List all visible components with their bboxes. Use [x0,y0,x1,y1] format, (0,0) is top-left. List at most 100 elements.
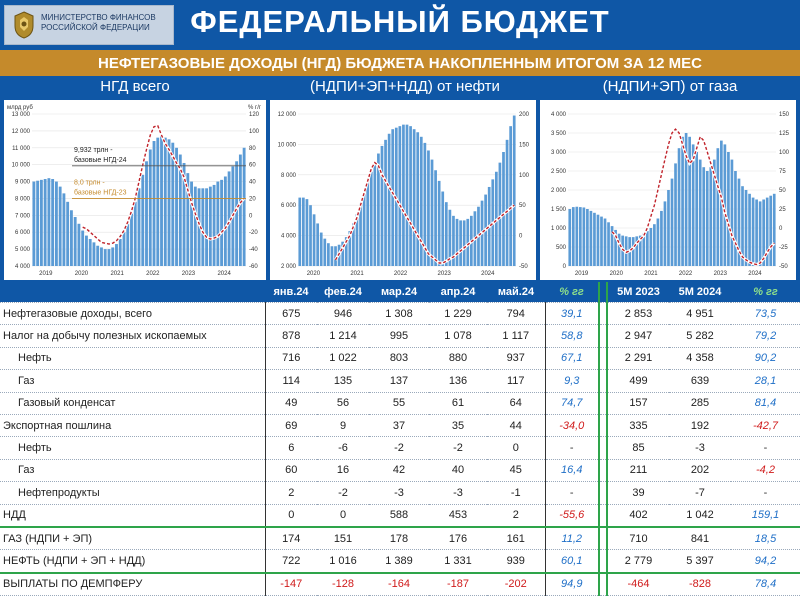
bar [653,224,656,266]
x-tick-label: 2022 [146,271,160,277]
row-pct-cell: 58,8 [545,324,599,348]
row-value-cell: -187 [429,571,487,596]
bar [167,139,171,266]
right-unit-label: % г/г [248,105,262,111]
row-value-cell: 1 331 [429,549,487,574]
row-value-cell: 1 214 [317,324,369,348]
table-header: мар.24 [369,282,429,303]
row-value-cell: 2 947 [607,324,669,348]
y-right-tick-label: -50 [519,264,528,270]
charts-area: млрд руб % г/г 4 000 5 000 6 000 7 000 8 000 9 … [0,98,800,282]
bar [441,191,445,266]
bar [674,163,677,266]
y-right-tick-label: -60 [249,264,258,270]
row-value-cell: 178 [369,525,429,551]
row-pct-cell: 94,9 [545,571,599,596]
bar [716,148,720,266]
left-unit-label: млрд руб [7,105,33,111]
bar [459,220,462,266]
x-tick-label: 2020 [307,271,321,277]
y-right-tick-label: 125 [779,131,790,137]
x-tick-label: 2023 [714,271,728,277]
bar [772,193,776,266]
row-value-cell: 1 229 [429,302,487,326]
bar [171,142,175,266]
y-tick-label: 8 000 [281,173,297,179]
table-gap [598,347,608,371]
row-value-cell: 2 291 [607,347,669,371]
bar [656,218,660,266]
bar [667,190,670,266]
row-pct-cell: 79,2 [731,324,800,348]
bar [115,244,118,266]
row-pct-cell: 94,2 [731,549,800,574]
row-pct-cell: 39,1 [545,302,599,326]
bar [734,171,737,266]
bar [62,193,66,266]
table-header: 5М 2023 [607,282,669,303]
bar [635,236,639,266]
bar [137,188,141,266]
row-value-cell: 1 078 [429,324,487,348]
bar [444,202,448,266]
y-right-tick-label: 50 [779,188,786,194]
bar [645,231,649,266]
bar [73,217,77,266]
y-right-tick-label: 100 [519,173,530,179]
chart-oil: 2 000 4 000 6 000 8 000 10 000 12 000 -50 0 50 10… [270,100,536,280]
bar [512,115,516,266]
table-row: Нефтегазовые доходы, всего 675 946 1 308 1 2… [0,302,800,326]
row-value-cell: 2 [265,481,317,505]
x-tick-label: 2021 [644,271,658,277]
y-tick-label: 11 000 [12,146,31,152]
table-header-row: янв.24 фев.24 мар.24 апр.24 май.24 % гг … [0,282,800,303]
bar [723,144,727,266]
bar [66,201,70,266]
bar [43,179,47,266]
table-gap [598,414,608,438]
bar [684,133,688,266]
x-tick-label: 2024 [481,271,495,277]
y-tick-label: 500 [556,245,567,251]
row-value-cell: 44 [487,414,546,438]
row-value-cell: -3 [369,481,429,505]
row-value-cell: 880 [429,347,487,371]
bar [452,215,455,266]
row-value-cell: 639 [669,369,731,393]
bar [242,147,246,266]
bar [100,247,103,266]
bar [455,218,459,266]
row-label: Газ [0,369,266,393]
y-right-tick-label: 100 [249,129,260,135]
bar [391,129,395,266]
panel-titles-bar [0,76,800,98]
bar [156,137,160,266]
bar [730,159,734,266]
bar [178,154,182,266]
row-label: Газ [0,459,266,483]
x-tick-label: 2021 [350,271,364,277]
row-pct-cell: -34,0 [545,414,599,438]
row-pct-cell: -4,2 [731,459,800,483]
y-right-tick-label: 0 [249,213,253,219]
bar [380,145,384,266]
coat-of-arms-icon [14,11,34,39]
bar [642,233,646,266]
row-value-cell: -7 [669,481,731,505]
row-pct-cell: 60,1 [545,549,599,574]
bar [148,149,152,266]
bar [302,197,305,266]
row-value-cell: 64 [487,392,546,415]
table-row: НДД 0 0 588 453 2 -55,6 402 1 042 159,1 [0,504,800,528]
row-value-cell: 55 [369,392,429,415]
table-row: Налог на добычу полезных ископаемых 878 1 … [0,324,800,348]
row-value-cell: 9 [317,414,369,438]
row-value-cell: 60 [265,459,317,483]
table-header: фев.24 [317,282,369,303]
table-gap [598,282,608,303]
bar [51,179,55,266]
row-value-cell: 710 [607,525,669,551]
subtitle-bar [0,50,800,76]
chart-annotation: 8,0 трлн - [74,179,105,186]
